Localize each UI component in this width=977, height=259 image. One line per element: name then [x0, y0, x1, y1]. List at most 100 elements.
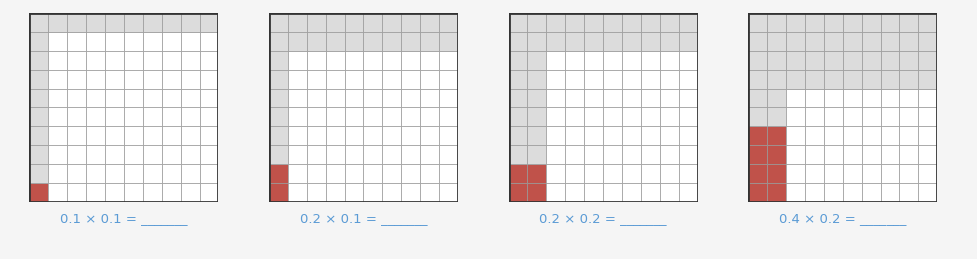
- Bar: [823, 107, 842, 126]
- Bar: [307, 183, 325, 202]
- Bar: [420, 183, 439, 202]
- Bar: [344, 51, 363, 70]
- Bar: [401, 145, 420, 164]
- Bar: [29, 107, 48, 126]
- Bar: [546, 183, 565, 202]
- Bar: [307, 126, 325, 145]
- Bar: [565, 126, 583, 145]
- Bar: [161, 183, 181, 202]
- Bar: [420, 107, 439, 126]
- Bar: [747, 145, 766, 164]
- Bar: [917, 51, 936, 70]
- Bar: [67, 183, 86, 202]
- Bar: [842, 89, 861, 107]
- Bar: [287, 70, 307, 89]
- Bar: [786, 70, 804, 89]
- Bar: [307, 13, 325, 32]
- Bar: [420, 164, 439, 183]
- Text: 0.2 × 0.2 = _______: 0.2 × 0.2 = _______: [538, 212, 666, 225]
- Bar: [899, 51, 917, 70]
- Bar: [181, 145, 199, 164]
- Bar: [439, 32, 457, 51]
- Bar: [766, 89, 786, 107]
- Bar: [48, 145, 67, 164]
- Bar: [823, 13, 842, 32]
- Bar: [325, 183, 344, 202]
- Bar: [325, 164, 344, 183]
- Bar: [823, 164, 842, 183]
- Bar: [269, 145, 287, 164]
- Bar: [287, 51, 307, 70]
- Bar: [747, 70, 766, 89]
- Bar: [786, 89, 804, 107]
- Bar: [181, 164, 199, 183]
- Bar: [67, 126, 86, 145]
- Bar: [659, 107, 678, 126]
- Bar: [363, 70, 382, 89]
- Bar: [401, 32, 420, 51]
- Bar: [823, 70, 842, 89]
- Bar: [804, 51, 823, 70]
- Bar: [823, 89, 842, 107]
- Bar: [766, 164, 786, 183]
- Bar: [48, 126, 67, 145]
- Bar: [199, 89, 218, 107]
- Bar: [621, 126, 640, 145]
- Bar: [842, 145, 861, 164]
- Bar: [269, 32, 287, 51]
- Bar: [786, 13, 804, 32]
- Bar: [269, 164, 287, 183]
- Bar: [420, 51, 439, 70]
- Bar: [439, 89, 457, 107]
- Bar: [527, 51, 546, 70]
- Bar: [420, 13, 439, 32]
- Bar: [382, 107, 401, 126]
- Bar: [401, 126, 420, 145]
- Bar: [640, 183, 659, 202]
- Bar: [786, 32, 804, 51]
- Bar: [603, 145, 621, 164]
- Bar: [917, 70, 936, 89]
- Bar: [29, 145, 48, 164]
- Bar: [804, 89, 823, 107]
- Bar: [747, 126, 766, 145]
- Bar: [287, 164, 307, 183]
- Bar: [861, 70, 879, 89]
- Bar: [29, 51, 48, 70]
- Bar: [823, 51, 842, 70]
- Bar: [527, 164, 546, 183]
- Bar: [640, 51, 659, 70]
- Bar: [678, 164, 697, 183]
- Bar: [307, 107, 325, 126]
- Bar: [29, 70, 48, 89]
- Bar: [583, 89, 603, 107]
- Bar: [842, 32, 861, 51]
- Bar: [439, 13, 457, 32]
- Bar: [621, 13, 640, 32]
- Bar: [766, 13, 786, 32]
- Bar: [899, 183, 917, 202]
- Bar: [439, 145, 457, 164]
- Bar: [747, 107, 766, 126]
- Bar: [382, 70, 401, 89]
- Text: 0.1 × 0.1 = _______: 0.1 × 0.1 = _______: [60, 212, 188, 225]
- Bar: [287, 13, 307, 32]
- Bar: [678, 107, 697, 126]
- Bar: [439, 164, 457, 183]
- Bar: [363, 107, 382, 126]
- Bar: [325, 32, 344, 51]
- Bar: [401, 51, 420, 70]
- Bar: [508, 32, 527, 51]
- Bar: [143, 51, 161, 70]
- Bar: [804, 70, 823, 89]
- Bar: [527, 126, 546, 145]
- Bar: [640, 145, 659, 164]
- Bar: [143, 32, 161, 51]
- Bar: [86, 183, 105, 202]
- Bar: [603, 107, 621, 126]
- Bar: [640, 126, 659, 145]
- Bar: [747, 51, 766, 70]
- Bar: [67, 32, 86, 51]
- Bar: [48, 70, 67, 89]
- Bar: [766, 32, 786, 51]
